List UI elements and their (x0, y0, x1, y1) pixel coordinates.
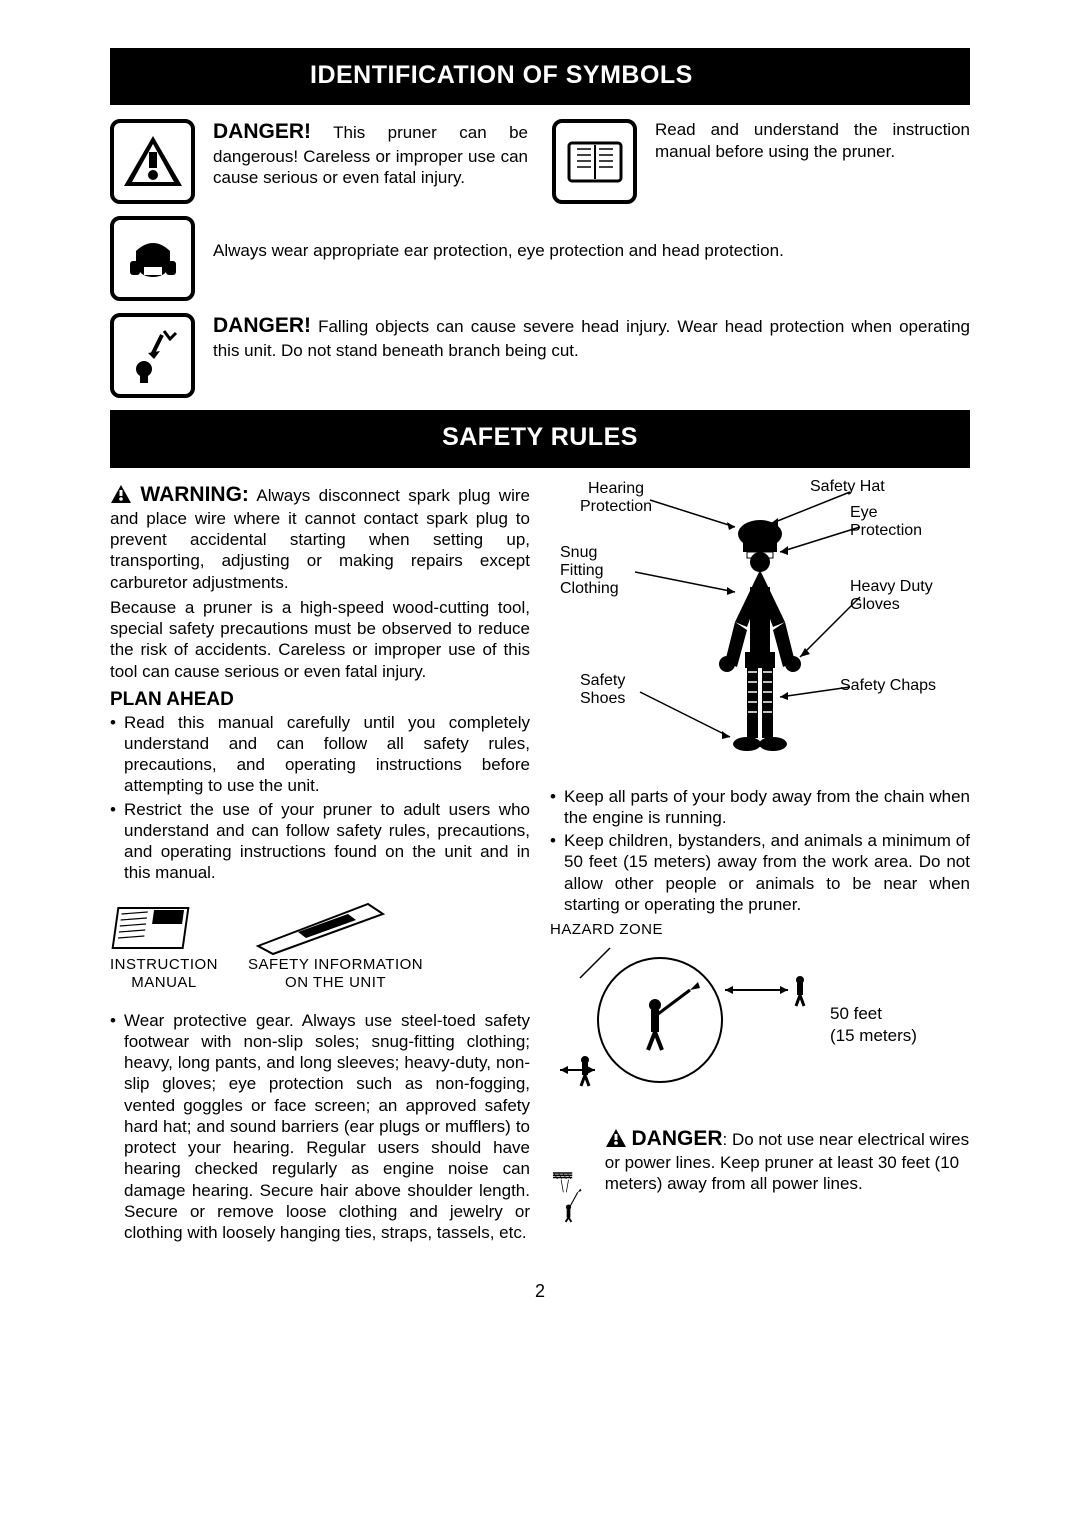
right-column: HearingProtection Safety Hat EyeProtecti… (550, 482, 970, 1266)
ppe-chaps-label: Safety Chaps (840, 677, 936, 695)
right-bullet-2: Keep children, bystanders, and animals a… (564, 830, 970, 915)
hazard-zone-icon (550, 940, 820, 1110)
plan-bullet-3: Wear protective gear. Always use steel-t… (124, 1010, 530, 1244)
hazard-title: HAZARD ZONE (550, 921, 970, 940)
safety-info-label-2: ON THE UNIT (248, 974, 423, 992)
plan-bullet-1: Read this manual carefully until you com… (124, 712, 530, 797)
falling-object-icon (110, 313, 195, 398)
safety-label-icon (248, 896, 388, 956)
instruction-label-1: INSTRUCTION (110, 956, 218, 974)
plan-bullet-2: Restrict the use of your pruner to adult… (124, 799, 530, 884)
danger-label: DANGER! (213, 120, 311, 143)
warning-small-icon-2 (605, 1128, 627, 1148)
page-number: 2 (110, 1280, 970, 1303)
ppe-snug-label: SnugFittingClothing (560, 544, 619, 599)
symbol-row-2: Always wear appropriate ear protection, … (110, 216, 970, 301)
right-bullet-1: Keep all parts of your body away from th… (564, 786, 970, 829)
warning-small-icon (110, 484, 132, 504)
header-symbols: IDENTIFICATION OF SYMBOLS (110, 48, 970, 105)
ppe-diagram: HearingProtection Safety Hat EyeProtecti… (550, 482, 970, 782)
danger-label-2: DANGER! (213, 314, 311, 337)
manual-text: Read and understand the instruction manu… (655, 119, 970, 162)
ppe-shoes-label: SafetyShoes (580, 672, 625, 709)
header-safety: SAFETY RULES (110, 410, 970, 467)
warning-label: WARNING: (140, 483, 249, 506)
safety-info-label-1: SAFETY INFORMATION (248, 956, 423, 974)
warning-para2: Because a pruner is a high-speed wood-cu… (110, 597, 530, 682)
hazard-dist2: (15 meters) (830, 1025, 917, 1047)
hazard-dist1: 50 feet (830, 1003, 917, 1025)
left-column: WARNING: Always disconnect spark plug wi… (110, 482, 530, 1266)
ear-text: Always wear appropriate ear protection, … (213, 216, 970, 261)
danger-power-block: DANGER: Do not use near electrical wires… (550, 1126, 970, 1266)
danger2-text: Falling objects can cause severe head in… (213, 317, 970, 359)
instruction-manual-icon (110, 896, 200, 956)
ppe-eye-label: EyeProtection (850, 504, 922, 541)
plan-heading: PLAN AHEAD (110, 688, 530, 712)
symbol-row-3: DANGER! Falling objects can cause severe… (110, 313, 970, 398)
ppe-head-icon (110, 216, 195, 301)
instruction-label-2: MANUAL (110, 974, 218, 992)
power-line-icon (550, 1126, 591, 1266)
ppe-hearing-label: HearingProtection (580, 480, 652, 517)
symbol-row-1: DANGER! This pruner can be dangerous! Ca… (110, 119, 970, 216)
ppe-hat-label: Safety Hat (810, 478, 885, 496)
hazard-zone-block: HAZARD ZONE 50 feet (15 m (550, 921, 970, 1110)
danger-power-label: DANGER (631, 1127, 722, 1150)
warning-triangle-icon (110, 119, 195, 204)
manual-icons-row: INSTRUCTION MANUAL SAFETY INFORMATION ON… (110, 896, 530, 992)
ppe-gloves-label: Heavy DutyGloves (850, 578, 933, 615)
manual-icon (552, 119, 637, 204)
safety-columns: WARNING: Always disconnect spark plug wi… (110, 482, 970, 1266)
